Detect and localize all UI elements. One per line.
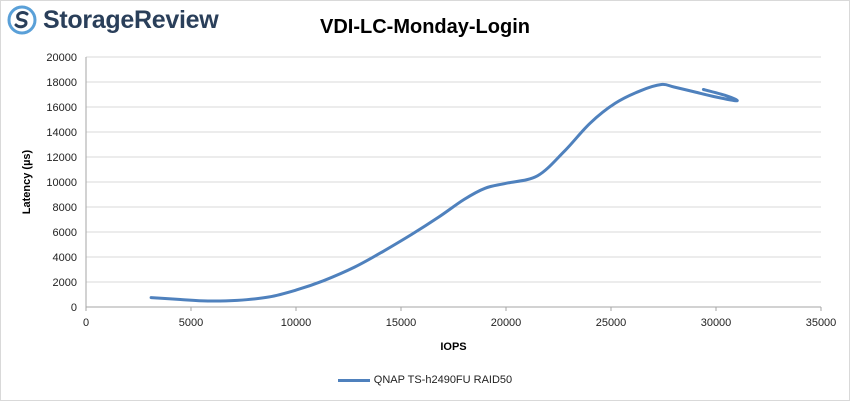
x-tick-label: 25000 [596,317,627,329]
y-tick-label: 20000 [46,52,77,64]
y-tick-label: 6000 [53,227,77,239]
y-tick-label: 0 [71,302,77,314]
gridlines [86,56,821,283]
y-tick-label: 18000 [46,77,77,89]
legend: QNAP TS-h2490FU RAID50 [1,374,849,386]
x-tick-label: 35000 [806,317,837,329]
x-tick-label: 5000 [179,317,203,329]
x-axis-label: IOPS [440,341,466,353]
y-axis-label: Latency (µs) [21,149,33,214]
x-tick-label: 0 [83,317,89,329]
y-tick-label: 12000 [46,152,77,164]
x-tick-label: 10000 [281,317,312,329]
line-chart: 0 2000 4000 6000 8000 10000 12000 14000 16000 180… [21,52,836,353]
y-tick-label: 14000 [46,127,77,139]
series-line [149,82,739,303]
x-tick-label: 30000 [701,317,732,329]
legend-swatch [337,378,370,382]
y-tick-label: 2000 [53,277,77,289]
y-tick-label: 16000 [46,102,77,114]
y-tick-label: 10000 [46,177,77,189]
storagereview-logo-icon [7,5,37,35]
x-tick-label: 15000 [386,317,417,329]
brand-logo: StorageReview [7,5,219,35]
brand-name: StorageReview [43,5,219,34]
y-tick-label: 8000 [53,202,77,214]
y-axis-ticks: 0 2000 4000 6000 8000 10000 12000 14000 16000 180… [46,52,77,314]
x-axis-ticks: 0 5000 10000 15000 20000 25000 30000 35000 [83,307,836,329]
x-tick-label: 20000 [491,317,522,329]
legend-label: QNAP TS-h2490FU RAID50 [373,374,513,386]
chart-title: VDI-LC-Monday-Login [320,16,530,38]
y-tick-label: 4000 [53,252,77,264]
series-group [149,82,739,303]
